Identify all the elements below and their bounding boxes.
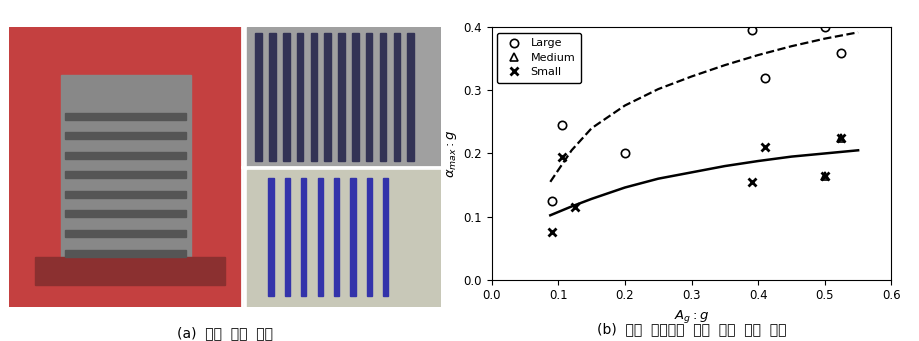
Bar [35,256,225,284]
Bar [338,33,345,162]
Bar [246,170,441,307]
Bar [65,250,187,256]
Bar [285,178,290,296]
Bar [366,33,372,162]
Bar [9,27,243,307]
Bar [65,210,187,218]
Bar [367,178,372,296]
Text: (b)  입력  가속도에  따른  지진  하중  변화: (b) 입력 가속도에 따른 지진 하중 변화 [596,323,787,337]
Bar [297,33,303,162]
Bar [324,33,331,162]
Bar [393,33,400,162]
Bar [334,178,339,296]
Bar [350,178,356,296]
Bar [283,33,289,162]
Bar [318,178,323,296]
Y-axis label: $\alpha_{max} : g$: $\alpha_{max} : g$ [445,129,460,178]
Bar [65,152,187,159]
Text: (a)  축소  모형  실험: (a) 축소 모형 실험 [177,326,273,340]
X-axis label: $A_g : g$: $A_g : g$ [674,308,709,325]
Bar [65,191,187,198]
Bar [65,171,187,178]
Bar [246,27,441,167]
Bar [301,178,306,296]
Bar [268,178,274,296]
Bar [61,75,190,265]
Bar [255,33,262,162]
Bar [352,33,358,162]
Bar [65,113,187,120]
Bar [65,132,187,139]
Legend: Large, Medium, Small: Large, Medium, Small [497,33,581,83]
Bar [380,33,386,162]
Bar [65,230,187,237]
Bar [407,33,414,162]
Bar [311,33,317,162]
Bar [383,178,389,296]
Bar [269,33,276,162]
